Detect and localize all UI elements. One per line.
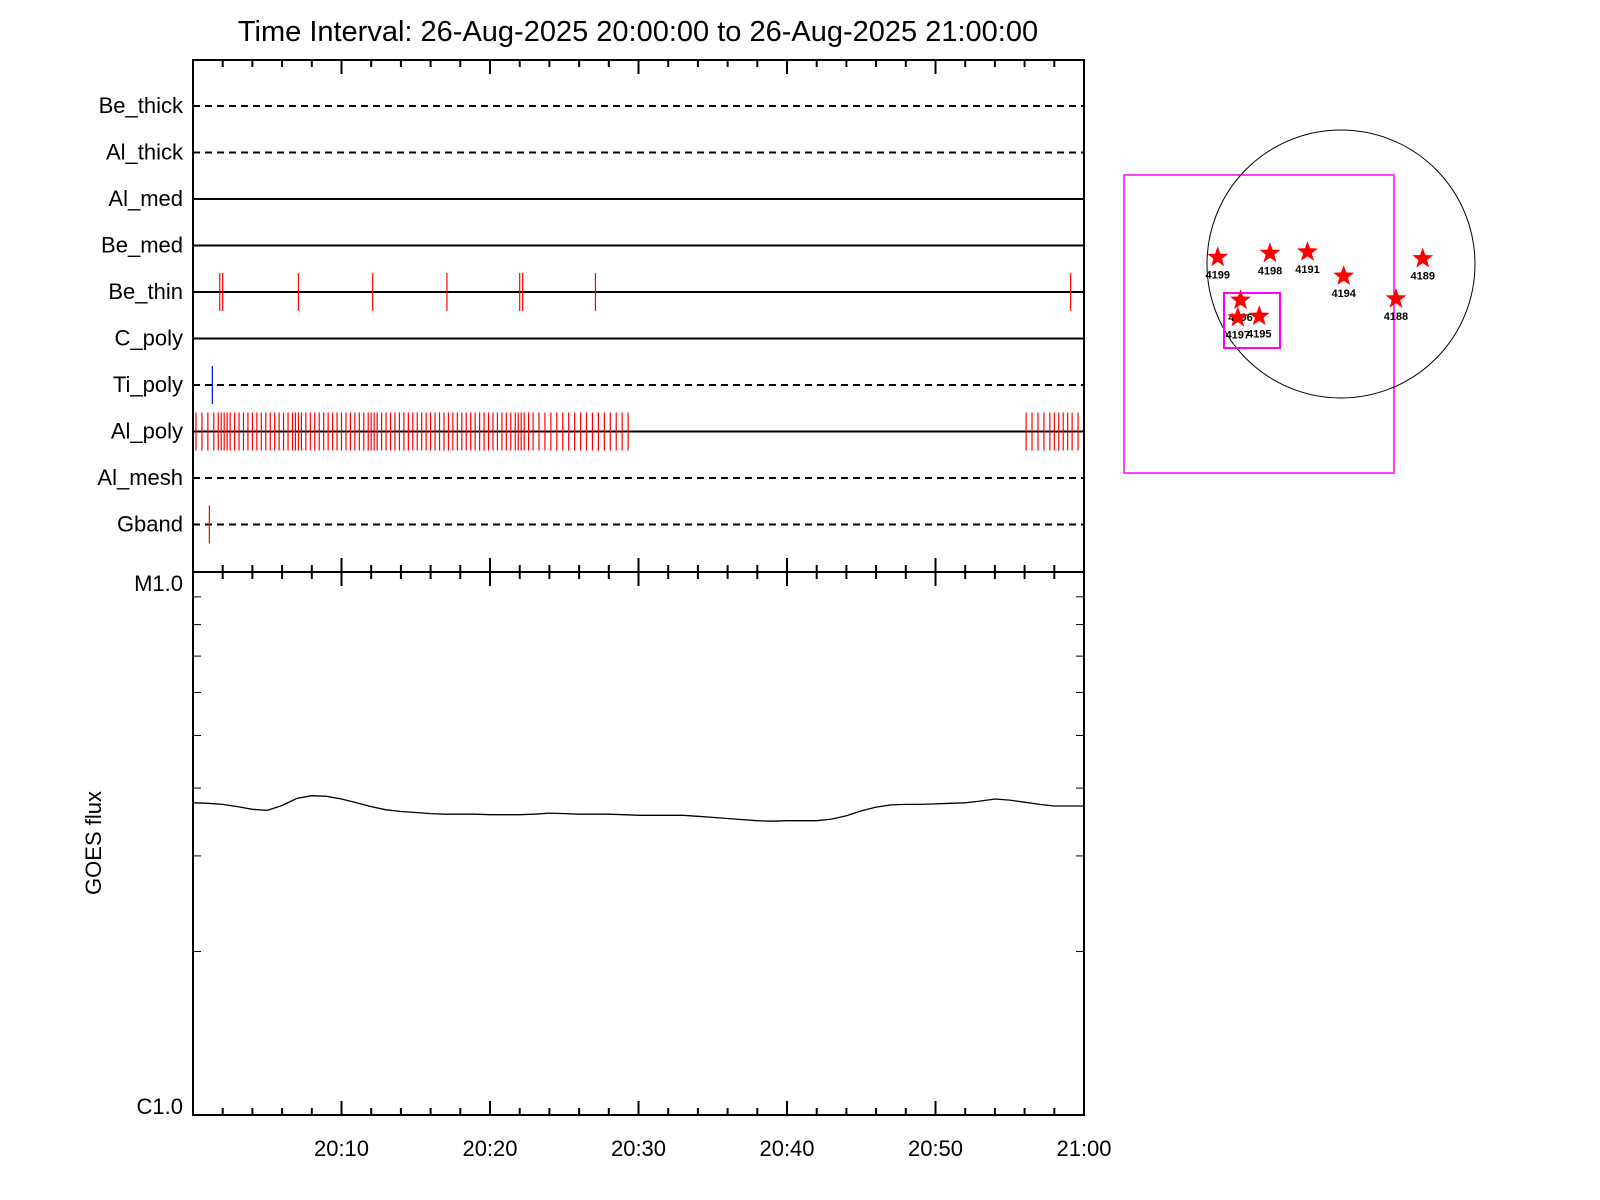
region-label: 4195 (1247, 328, 1271, 340)
region-star (1333, 265, 1355, 285)
region-star (1248, 305, 1270, 326)
small-fov-box (1223, 292, 1281, 349)
region-label: 4194 (1331, 288, 1356, 300)
row-label: Al_poly (111, 419, 183, 444)
region-label: 4197 (1226, 330, 1250, 342)
y-axis-label: GOES flux (81, 791, 106, 895)
region-star (1297, 240, 1318, 261)
goes-flux-line (192, 795, 1084, 822)
chart-title: Time Interval: 26-Aug-2025 20:00:00 to 2… (238, 16, 1038, 48)
row-label: C_poly (115, 326, 183, 351)
solar-limb (1206, 129, 1476, 399)
row-label: Be_med (101, 233, 183, 258)
region-label: 4191 (1295, 264, 1319, 276)
region-star (1259, 242, 1281, 263)
region-star (1227, 306, 1249, 327)
row-label: Ti_poly (113, 372, 183, 397)
region-label: 4188 (1384, 311, 1408, 323)
raster-frame (192, 59, 1085, 573)
sun-locator: 419941984191419441894196419741954188 (1123, 129, 1476, 474)
region-star (1207, 246, 1229, 267)
row-label: Be_thin (108, 279, 183, 304)
x-tick-label: 20:30 (611, 1136, 666, 1161)
row-label: Gband (117, 512, 183, 537)
y-top-label: M1.0 (134, 571, 183, 596)
x-tick-label: 20:50 (908, 1136, 963, 1161)
x-tick-label: 20:20 (462, 1136, 517, 1161)
region-label: 4198 (1258, 265, 1282, 277)
row-label: Al_thick (106, 140, 184, 165)
y-bottom-label: C1.0 (137, 1094, 183, 1119)
region-star (1412, 247, 1434, 268)
goes-frame (192, 571, 1085, 1116)
region-star (1230, 289, 1251, 310)
region-label: 4189 (1410, 271, 1434, 283)
row-label: Al_med (108, 186, 183, 211)
x-tick-label: 21:00 (1056, 1136, 1111, 1161)
goes-panel: M1.0 C1.0 GOES flux 20:10 20:20 20:30 20:40… (81, 571, 1112, 1161)
region-star (1385, 287, 1407, 308)
row-label: Al_mesh (97, 465, 183, 490)
row-label: Be_thick (99, 93, 184, 118)
region-label: 4199 (1205, 269, 1229, 281)
x-tick-label: 20:40 (759, 1136, 814, 1161)
large-fov-box (1123, 174, 1395, 474)
x-tick-label: 20:10 (314, 1136, 369, 1161)
raster-panel: Be_thick Al_thick Al_med Be_med Be_thin C_pol… (97, 59, 1085, 573)
